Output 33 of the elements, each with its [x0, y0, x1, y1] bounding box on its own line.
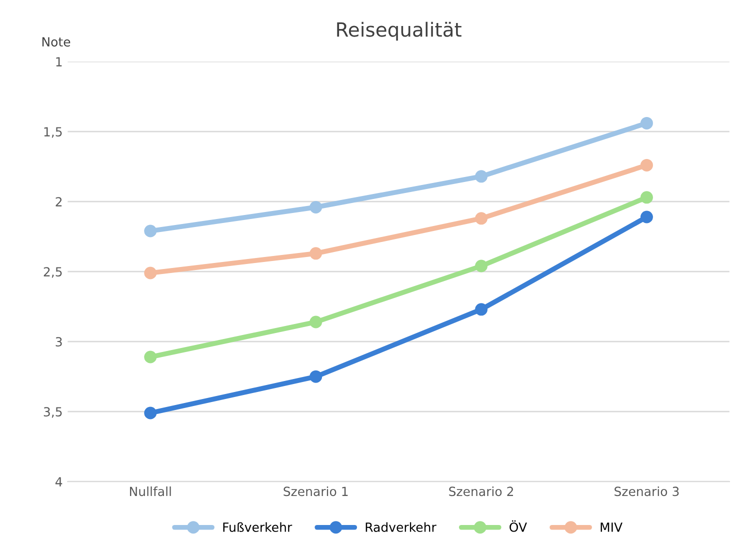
- point: [144, 266, 157, 280]
- point: [640, 191, 653, 204]
- legend-label: Fußverkehr: [223, 522, 292, 532]
- y-axis-title: Note: [42, 37, 70, 47]
- point: [475, 170, 488, 183]
- point: [310, 316, 322, 328]
- x-tick-label: Szenario 1: [284, 486, 348, 496]
- point: [310, 247, 322, 260]
- legend-label: ÖV: [510, 520, 527, 532]
- point: [144, 350, 157, 364]
- point: [475, 303, 488, 316]
- x-tick-label: Nullfall: [130, 486, 171, 496]
- y-tick-label: 1: [56, 57, 62, 66]
- point: [640, 116, 653, 130]
- x-tick-label: Szenario 2: [449, 486, 514, 496]
- y-tick-label: 1,5: [44, 127, 62, 138]
- point: [144, 224, 157, 238]
- legend-label: MIV: [600, 522, 622, 532]
- y-tick-label: 4: [55, 477, 62, 486]
- point: [144, 406, 157, 420]
- y-tick-label: 3: [56, 337, 62, 347]
- point: [310, 200, 322, 214]
- point: [640, 158, 653, 172]
- legend-label: Radverkehr: [366, 522, 436, 532]
- point: [475, 260, 488, 272]
- point: [640, 210, 653, 224]
- chart-title: Reisequalität: [337, 22, 462, 41]
- point: [475, 212, 488, 225]
- point: [310, 370, 322, 383]
- y-tick-label: 3,5: [44, 407, 62, 418]
- y-tick-label: 2,5: [44, 267, 62, 278]
- y-tick-label: 2: [56, 197, 62, 206]
- x-tick-label: Szenario 3: [614, 486, 679, 496]
